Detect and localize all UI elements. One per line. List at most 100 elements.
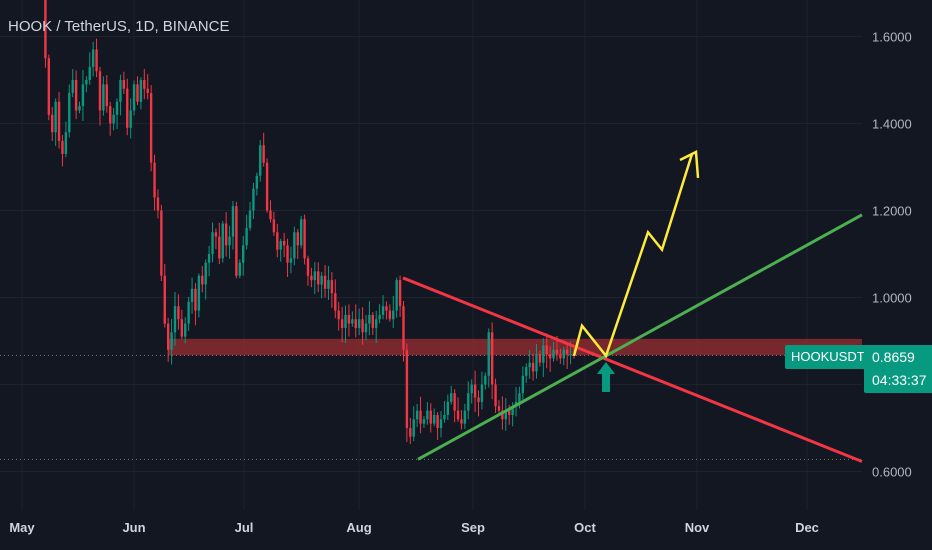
candle <box>378 304 381 324</box>
candle <box>354 304 357 338</box>
candle-body <box>388 310 392 320</box>
candle-body <box>282 240 286 246</box>
candle <box>306 255 310 286</box>
candle-body <box>51 114 54 133</box>
candle-body <box>398 280 402 307</box>
candle-body <box>340 319 344 328</box>
candle-body <box>259 145 262 176</box>
candle <box>296 229 299 259</box>
time-axis[interactable]: May Jun Jul Aug Sep Oct Nov Dec <box>9 520 819 535</box>
candle-body <box>443 414 446 420</box>
candle <box>47 54 51 121</box>
candle <box>415 403 419 427</box>
candle <box>177 294 180 330</box>
candle <box>180 309 184 340</box>
candle-body <box>98 71 102 111</box>
candle <box>173 291 177 346</box>
candle-body <box>487 332 490 376</box>
candle <box>504 398 507 431</box>
candle <box>460 410 463 430</box>
candle-body <box>95 49 98 72</box>
candle <box>351 311 354 327</box>
candle <box>426 402 429 425</box>
candle-body <box>173 306 177 333</box>
candle <box>317 262 320 293</box>
candle <box>265 158 269 213</box>
candle-body <box>57 101 61 141</box>
y-tick-label: 1.2000 <box>872 204 912 219</box>
candle-body <box>303 219 306 259</box>
candle-body <box>392 310 395 320</box>
candle <box>149 85 153 172</box>
candle-body <box>163 275 166 324</box>
candle-body <box>207 254 211 263</box>
candle <box>102 76 105 116</box>
candle-body <box>525 367 528 376</box>
candle-body <box>473 384 477 398</box>
x-tick-label: Dec <box>795 520 819 535</box>
candle <box>368 301 371 336</box>
candle-body <box>299 219 303 246</box>
resistance-line <box>402 276 863 463</box>
candle <box>71 69 74 98</box>
candle <box>565 342 569 369</box>
candle-body <box>395 280 398 311</box>
candle-body <box>354 319 357 328</box>
price-axis[interactable]: 1.6000 1.4000 1.2000 1.0000 0.6000 <box>872 30 912 480</box>
candle-body <box>446 401 450 415</box>
candle-body <box>460 419 463 424</box>
candle <box>303 214 306 265</box>
candle-body <box>245 227 248 246</box>
candle <box>337 301 340 331</box>
projection-polyline <box>572 153 694 359</box>
candle-body <box>313 271 317 281</box>
candle <box>136 76 139 106</box>
candle <box>528 349 531 379</box>
candle-body <box>559 354 562 359</box>
candle <box>88 52 91 85</box>
candle-body <box>436 414 439 428</box>
candle <box>293 226 296 266</box>
candle <box>289 246 293 274</box>
candle-body <box>166 323 170 350</box>
candle-body <box>248 210 252 228</box>
candle <box>85 76 88 93</box>
x-tick-label: Jul <box>235 520 254 535</box>
candle-body <box>323 275 327 289</box>
candle <box>139 77 143 110</box>
grid-lines <box>0 0 862 510</box>
candle <box>364 314 368 341</box>
candle-body <box>64 132 68 154</box>
candle-body <box>412 419 415 437</box>
candle-body <box>156 197 160 211</box>
candle <box>470 379 473 404</box>
candle-body <box>293 232 296 259</box>
candle-body <box>490 332 494 385</box>
candle <box>562 346 565 366</box>
candle <box>57 91 61 149</box>
candle <box>160 204 163 282</box>
candle-body <box>194 288 197 311</box>
candle-body <box>235 206 238 276</box>
candle <box>310 267 313 288</box>
candle-body <box>238 262 241 276</box>
candle <box>224 212 228 257</box>
candle <box>327 266 330 300</box>
candle-body <box>497 406 501 411</box>
breakout-arrow-shape <box>597 362 615 392</box>
candle-body <box>565 349 569 355</box>
candle-body <box>149 93 153 163</box>
candle-body <box>310 275 313 281</box>
candle <box>559 348 562 364</box>
candle-body <box>184 323 187 337</box>
candle-body <box>160 210 163 276</box>
candle-body <box>419 410 422 424</box>
candle-body <box>143 80 146 89</box>
candle <box>313 262 317 295</box>
candle-body <box>402 306 405 350</box>
candle <box>207 245 211 277</box>
candle <box>531 353 535 381</box>
candle-body <box>548 354 552 359</box>
candle <box>334 279 337 319</box>
